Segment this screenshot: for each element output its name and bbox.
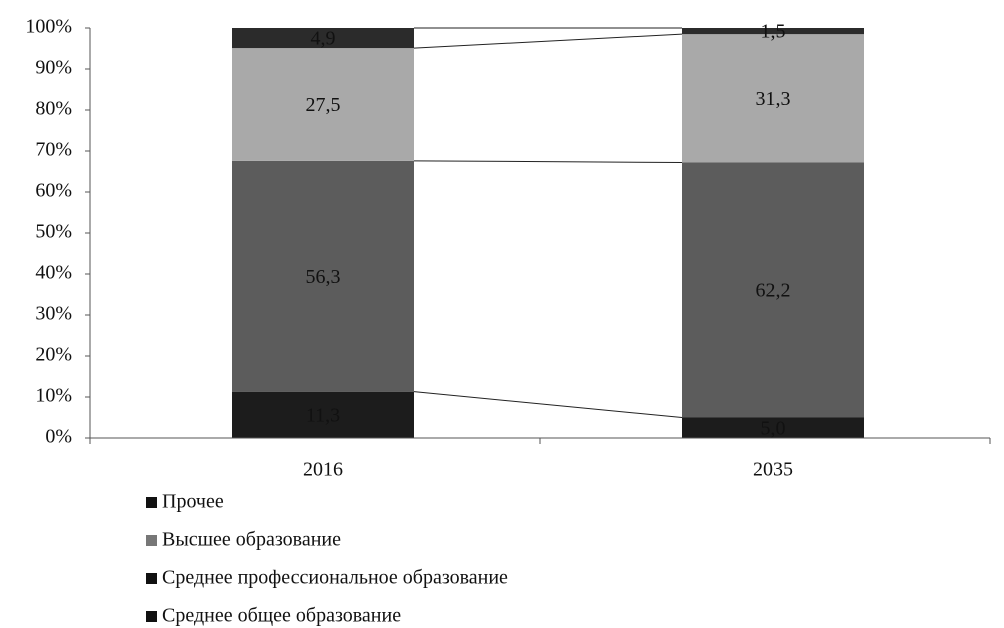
y-tick-label: 90% [35, 57, 72, 79]
y-tick-label: 0% [45, 426, 72, 448]
data-label: 5,0 [761, 417, 786, 439]
y-tick-label: 100% [25, 16, 72, 38]
data-label: 62,2 [756, 280, 791, 302]
x-tick-label: 2016 [303, 459, 343, 481]
legend-label: Среднее общее образование [162, 605, 401, 627]
x-tick-label: 2035 [753, 459, 793, 481]
data-label: 1,5 [761, 21, 786, 43]
bar-segment [682, 28, 864, 35]
data-label: 27,5 [306, 94, 341, 116]
bar-segment [682, 417, 864, 438]
legend-swatch [146, 573, 157, 584]
y-tick-label: 10% [35, 385, 72, 407]
y-tick-label: 20% [35, 344, 72, 366]
bar-segment [682, 34, 864, 163]
series-line [413, 33, 683, 49]
data-label: 56,3 [306, 266, 341, 288]
y-tick-label: 60% [35, 180, 72, 202]
y-tick-label: 80% [35, 98, 72, 120]
y-tick-label: 30% [35, 303, 72, 325]
series-line [413, 391, 683, 418]
bar-segment [232, 48, 414, 161]
bar-segment [232, 160, 414, 392]
bar-segment [232, 391, 414, 438]
legend-swatch [146, 497, 157, 508]
legend-label: Высшее образование [162, 529, 341, 551]
y-tick-label: 50% [35, 221, 72, 243]
data-label: 4,9 [311, 28, 336, 50]
legend-swatch [146, 535, 157, 546]
y-tick-label: 70% [35, 139, 72, 161]
series-line [413, 160, 683, 163]
legend-label: Среднее профессиональное образование [162, 567, 508, 589]
legend-label: Прочее [162, 491, 224, 513]
legend-swatch [146, 611, 157, 622]
bar-segment [232, 28, 414, 49]
bar-segment [682, 162, 864, 418]
data-label: 11,3 [306, 404, 340, 426]
data-label: 31,3 [756, 88, 791, 110]
y-tick-label: 40% [35, 262, 72, 284]
